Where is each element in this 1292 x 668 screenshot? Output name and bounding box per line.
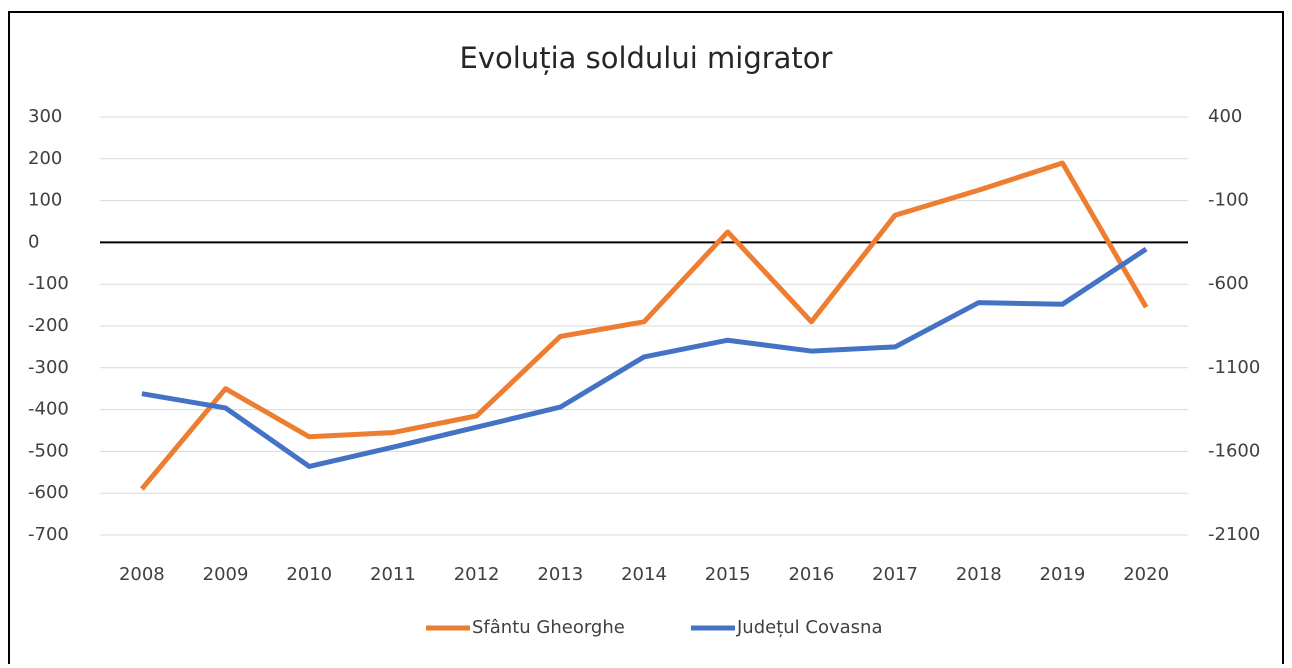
y-tick-label: -600 [28, 482, 69, 503]
y2-tick-label: -600 [1208, 273, 1249, 294]
x-tick-label: 2018 [956, 564, 1002, 585]
x-tick-label: 2011 [370, 564, 416, 585]
y2-tick-label: 400 [1208, 106, 1242, 127]
y-tick-label: -400 [28, 399, 69, 420]
y-tick-label: 100 [28, 190, 62, 211]
x-tick-label: 2020 [1123, 564, 1169, 585]
x-tick-label: 2010 [286, 564, 332, 585]
y2-tick-label: -1100 [1208, 357, 1260, 378]
chart-title: Evoluția soldului migrator [460, 41, 833, 75]
x-tick-label: 2009 [203, 564, 249, 585]
y-tick-label: -500 [28, 440, 69, 461]
x-tick-label: 2019 [1040, 564, 1086, 585]
x-tick-label: 2016 [788, 564, 834, 585]
y-tick-label: -100 [28, 273, 69, 294]
line-series [141, 247, 1148, 469]
chart-frame [8, 11, 1284, 668]
y-tick-label: -300 [28, 357, 69, 378]
y2-tick-label: -2100 [1208, 524, 1260, 545]
y-tick-label: 200 [28, 148, 62, 169]
y-tick-label: -700 [28, 524, 69, 545]
y2-tick-label: -1600 [1208, 440, 1260, 461]
y2-tick-label: -100 [1208, 190, 1249, 211]
legend-label: Județul Covasna [736, 617, 883, 638]
x-tick-label: 2012 [454, 564, 500, 585]
x-tick-label: 2013 [537, 564, 583, 585]
x-tick-label: 2017 [872, 564, 918, 585]
y-tick-label: 0 [28, 231, 39, 252]
y-tick-label: 300 [28, 106, 62, 127]
legend-label: Sfântu Gheorghe [472, 617, 625, 638]
x-tick-label: 2015 [705, 564, 751, 585]
y-tick-label: -200 [28, 315, 69, 336]
x-tick-label: 2014 [621, 564, 667, 585]
line-series [139, 160, 1149, 491]
x-tick-label: 2008 [119, 564, 165, 585]
